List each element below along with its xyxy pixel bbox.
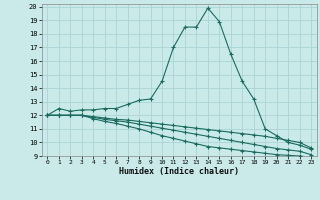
X-axis label: Humidex (Indice chaleur): Humidex (Indice chaleur) [119,167,239,176]
